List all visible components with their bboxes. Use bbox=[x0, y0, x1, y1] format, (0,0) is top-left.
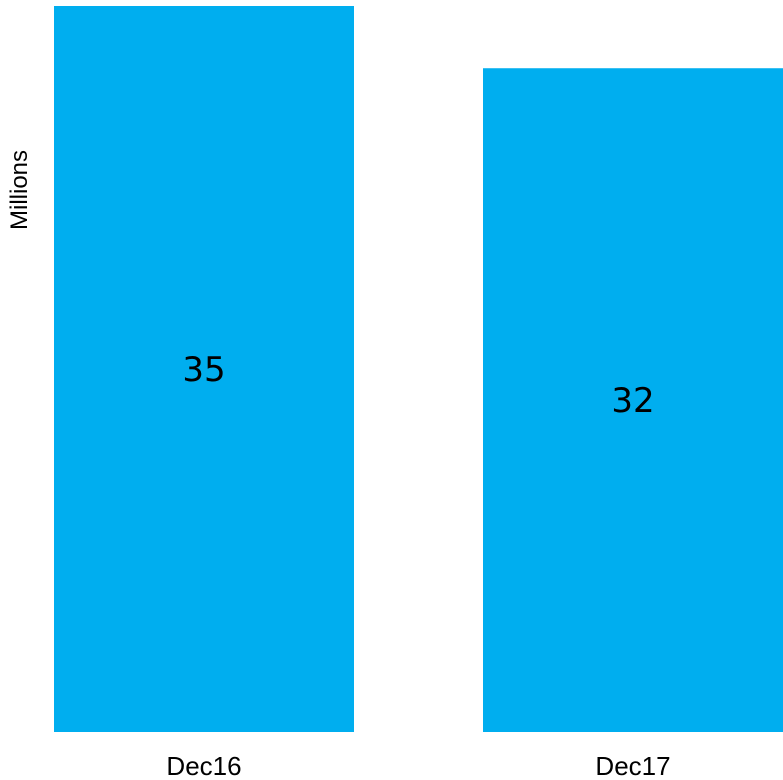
bars-group bbox=[54, 6, 783, 732]
data-label-dec16: 35 bbox=[182, 350, 225, 390]
x-tick-labels-group: Dec16 Dec17 bbox=[166, 751, 670, 780]
y-axis-label: Millions bbox=[6, 150, 33, 230]
x-tick-label-dec17: Dec17 bbox=[595, 751, 670, 780]
x-tick-label-dec16: Dec16 bbox=[166, 751, 241, 780]
value-labels-group: 35 32 bbox=[182, 350, 654, 421]
bar-dec16 bbox=[54, 6, 354, 732]
bar-dec17 bbox=[483, 68, 783, 732]
data-label-dec17: 32 bbox=[611, 381, 654, 421]
